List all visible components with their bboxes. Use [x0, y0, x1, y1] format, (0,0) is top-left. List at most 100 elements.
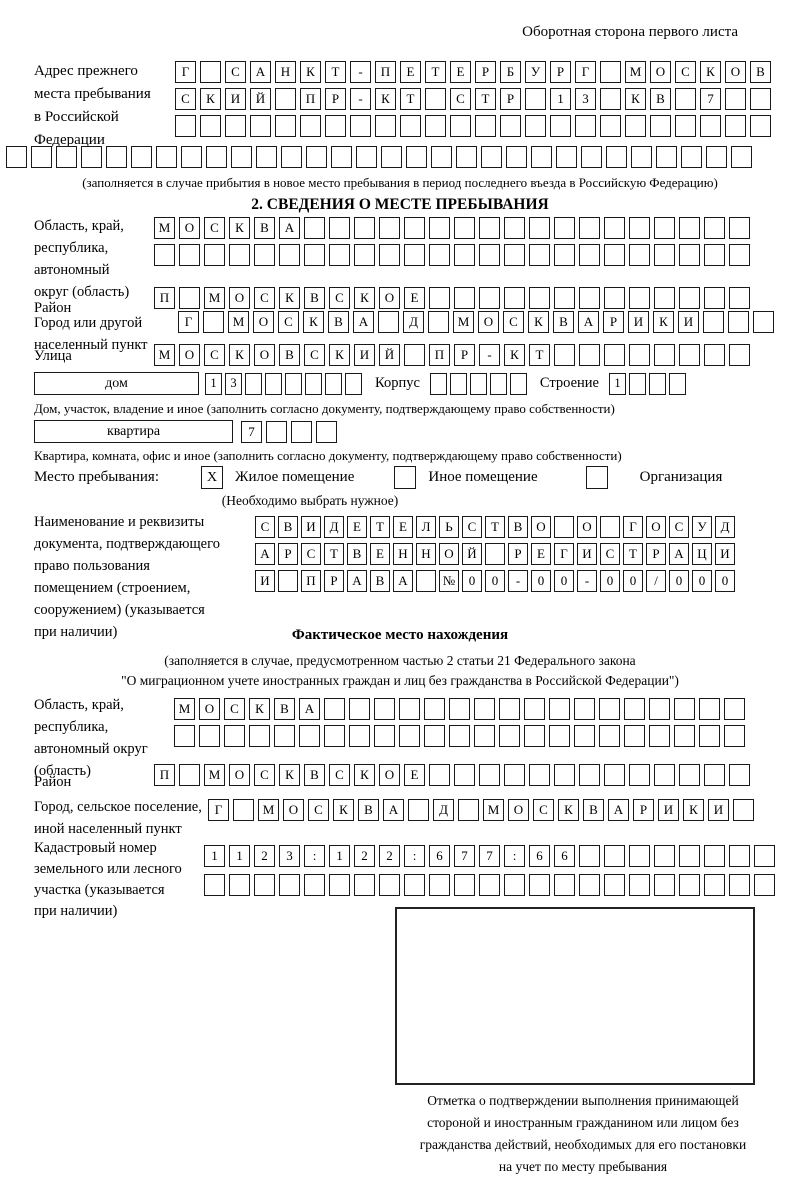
char-cell: [499, 725, 520, 747]
char-cell: К: [249, 698, 270, 720]
char-cell: [375, 115, 396, 137]
char-cell: [679, 845, 700, 867]
char-cell: [329, 217, 350, 239]
char-cell: К: [528, 311, 549, 333]
char-cell: [704, 217, 725, 239]
char-cell: [56, 146, 77, 168]
region-row-2: [154, 244, 750, 266]
char-cell: Г: [208, 799, 229, 821]
char-cell: В: [279, 344, 300, 366]
char-cell: -: [350, 88, 371, 110]
char-cell: Ь: [439, 516, 459, 538]
char-cell: [429, 217, 450, 239]
char-cell: [729, 217, 750, 239]
actual-district-label: Район: [34, 774, 72, 790]
char-cell: [654, 287, 675, 309]
stamp-caption-line: на учет по месту пребывания: [498, 1159, 668, 1174]
char-cell: О: [646, 516, 666, 538]
char-cell: [675, 115, 696, 137]
char-cell: К: [375, 88, 396, 110]
char-cell: 6: [529, 845, 550, 867]
char-cell: О: [439, 543, 459, 565]
char-cell: [554, 217, 575, 239]
char-cell: Д: [715, 516, 735, 538]
region-label-line: Область, край,: [34, 218, 124, 234]
char-cell: [349, 725, 370, 747]
char-cell: [704, 244, 725, 266]
char-cell: К: [354, 287, 375, 309]
char-cell: [429, 372, 447, 395]
option-label-residential: Жилое помещение: [235, 469, 355, 485]
char-cell: [106, 146, 127, 168]
char-cell: [579, 845, 600, 867]
prev-address-label-line: Адрес прежнего: [34, 63, 138, 79]
char-cell: 0: [554, 570, 574, 592]
char-cell: [274, 725, 295, 747]
region-label-line: республика,: [34, 240, 109, 256]
ownership-doc-row-3: И П Р А В А № 0 0-0 0-0 0/0 0 0: [255, 570, 735, 592]
prev-address-label: Адрес прежнего места пребывания в Россий…: [34, 60, 184, 152]
char-cell: Р: [278, 543, 298, 565]
char-cell: [275, 88, 296, 110]
char-cell: [649, 725, 670, 747]
char-cell: [549, 698, 570, 720]
char-cell: 1: [229, 845, 250, 867]
char-cell: И: [225, 88, 246, 110]
char-cell: [431, 146, 452, 168]
char-cell: [629, 217, 650, 239]
char-cell: [728, 311, 749, 333]
char-cell: О: [254, 344, 275, 366]
char-cell: [554, 764, 575, 786]
char-cell: [425, 115, 446, 137]
char-cell: [681, 146, 702, 168]
char-cell: [256, 146, 277, 168]
char-cell: Г: [554, 543, 574, 565]
actual-location-note-2: "О миграционном учете иностранных гражда…: [121, 673, 679, 688]
char-cell: [429, 244, 450, 266]
char-cell: [279, 244, 300, 266]
char-cell: [249, 725, 270, 747]
char-cell: [304, 217, 325, 239]
char-cell: У: [525, 61, 546, 83]
char-cell: [579, 764, 600, 786]
char-cell: [354, 874, 375, 896]
char-cell: [604, 845, 625, 867]
char-cell: [729, 287, 750, 309]
char-cell: [479, 874, 500, 896]
char-cell: Р: [475, 61, 496, 83]
char-cell: 0: [692, 570, 712, 592]
ownership-doc-label-line: право пользования: [34, 558, 150, 574]
char-cell: [499, 698, 520, 720]
char-cell: Т: [400, 88, 421, 110]
char-cell: [729, 845, 750, 867]
char-cell: В: [304, 764, 325, 786]
char-cell: И: [678, 311, 699, 333]
char-cell: П: [154, 764, 175, 786]
char-cell: 3: [225, 372, 242, 395]
char-cell: С: [462, 516, 482, 538]
city-label: Город или другой населенный пункт: [34, 312, 148, 356]
char-cell: М: [258, 799, 279, 821]
char-cell: [285, 372, 302, 395]
char-cell: О: [253, 311, 274, 333]
char-cell: Т: [370, 516, 390, 538]
char-cell: [225, 115, 246, 137]
stay-type-hint: (Необходимо выбрать нужное): [221, 493, 399, 508]
char-cell: К: [229, 344, 250, 366]
char-cell: [454, 217, 475, 239]
char-cell: [729, 874, 750, 896]
char-cell: [404, 874, 425, 896]
char-cell: [600, 516, 620, 538]
char-cell: [350, 115, 371, 137]
char-cell: [549, 725, 570, 747]
char-cell: -: [479, 344, 500, 366]
char-cell: [174, 725, 195, 747]
char-cell: Н: [393, 543, 413, 565]
char-cell: [554, 244, 575, 266]
cadastral-label-line: участка (указывается: [34, 882, 165, 898]
ownership-doc-label: Наименование и реквизиты документа, подт…: [34, 511, 254, 643]
